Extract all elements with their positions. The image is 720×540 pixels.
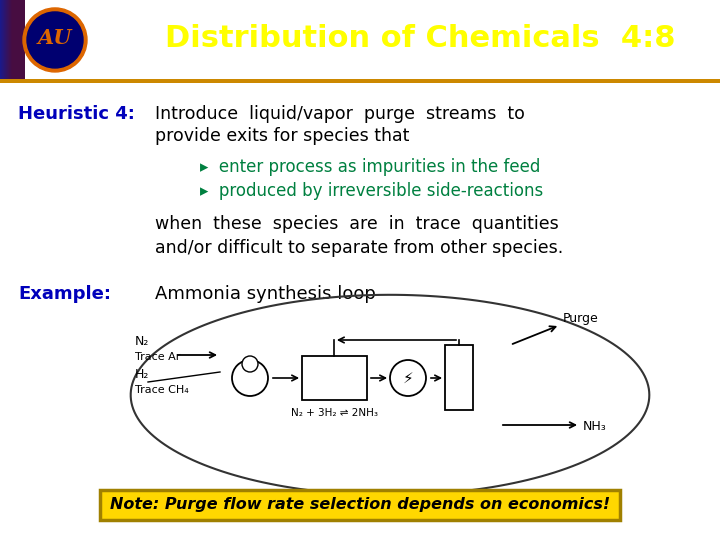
Bar bbox=[5, 0, 18, 80]
Bar bbox=[4, 0, 17, 80]
Bar bbox=[4, 0, 17, 80]
Bar bbox=[1, 0, 14, 80]
Bar bbox=[100, 490, 620, 520]
Bar bbox=[10, 0, 23, 80]
Text: Ammonia synthesis loop: Ammonia synthesis loop bbox=[155, 285, 376, 303]
Bar bbox=[11, 0, 24, 80]
Circle shape bbox=[23, 8, 87, 72]
Bar bbox=[9, 0, 22, 80]
Bar bbox=[6, 0, 19, 80]
Bar bbox=[5, 0, 18, 80]
Bar bbox=[1, 0, 14, 80]
Text: N₂: N₂ bbox=[135, 335, 149, 348]
Text: provide exits for species that: provide exits for species that bbox=[155, 127, 410, 145]
Bar bbox=[302, 356, 367, 400]
Bar bbox=[9, 0, 22, 80]
Bar bbox=[3, 0, 16, 80]
Bar bbox=[4, 0, 17, 80]
Circle shape bbox=[27, 12, 83, 68]
Bar bbox=[0, 0, 13, 80]
Text: ▸  produced by irreversible side-reactions: ▸ produced by irreversible side-reaction… bbox=[200, 182, 544, 200]
Circle shape bbox=[232, 360, 268, 396]
Bar bbox=[2, 0, 15, 80]
Bar bbox=[445, 345, 473, 410]
Bar bbox=[5, 0, 18, 80]
Bar bbox=[10, 0, 23, 80]
Text: Trace CH₄: Trace CH₄ bbox=[135, 385, 189, 395]
Bar bbox=[6, 0, 19, 80]
Bar bbox=[6, 0, 19, 80]
Bar bbox=[9, 0, 22, 80]
Bar bbox=[4, 0, 17, 80]
Bar bbox=[9, 0, 22, 80]
Bar bbox=[7, 0, 20, 80]
Text: NH₃: NH₃ bbox=[583, 420, 607, 433]
Bar bbox=[12, 0, 24, 80]
Bar bbox=[0, 0, 13, 80]
Bar bbox=[3, 0, 16, 80]
Bar bbox=[1, 0, 14, 80]
Bar bbox=[1, 0, 14, 80]
Bar bbox=[1, 0, 14, 80]
Bar bbox=[8, 0, 21, 80]
Text: ⚡: ⚡ bbox=[402, 370, 413, 386]
Bar bbox=[1, 0, 14, 80]
Bar bbox=[6, 0, 19, 80]
Bar bbox=[4, 0, 17, 80]
Text: AU: AU bbox=[37, 28, 72, 48]
Bar bbox=[11, 0, 24, 80]
Bar bbox=[6, 0, 19, 80]
Bar bbox=[6, 0, 19, 80]
Bar bbox=[8, 0, 21, 80]
Circle shape bbox=[242, 356, 258, 372]
Bar bbox=[10, 0, 23, 80]
Text: when  these  species  are  in  trace  quantities: when these species are in trace quantiti… bbox=[155, 215, 559, 233]
Bar bbox=[9, 0, 22, 80]
Bar bbox=[9, 0, 22, 80]
Bar bbox=[2, 0, 15, 80]
Text: Introduce  liquid/vapor  purge  streams  to: Introduce liquid/vapor purge streams to bbox=[155, 105, 525, 123]
Text: Note: Purge flow rate selection depends on economics!: Note: Purge flow rate selection depends … bbox=[110, 497, 610, 512]
Bar bbox=[3, 0, 16, 80]
Text: Purge: Purge bbox=[563, 312, 599, 325]
Text: N₂ + 3H₂ ⇌ 2NH₃: N₂ + 3H₂ ⇌ 2NH₃ bbox=[291, 408, 378, 418]
Text: Heuristic 4:: Heuristic 4: bbox=[18, 105, 135, 123]
Bar bbox=[8, 0, 21, 80]
Bar bbox=[9, 0, 22, 80]
Bar bbox=[1, 0, 15, 80]
Text: ▸  enter process as impurities in the feed: ▸ enter process as impurities in the fee… bbox=[200, 158, 541, 176]
Text: Distribution of Chemicals  4:8: Distribution of Chemicals 4:8 bbox=[165, 24, 675, 53]
Circle shape bbox=[390, 360, 426, 396]
Bar bbox=[4, 0, 17, 80]
Bar bbox=[12, 0, 24, 80]
Bar bbox=[12, 0, 24, 80]
Bar bbox=[0, 79, 720, 83]
Bar bbox=[3, 0, 16, 80]
Text: H₂: H₂ bbox=[135, 368, 149, 381]
Bar bbox=[7, 0, 20, 80]
Bar bbox=[8, 0, 21, 80]
Bar bbox=[10, 0, 23, 80]
Text: Trace Ar: Trace Ar bbox=[135, 352, 181, 362]
Text: Example:: Example: bbox=[18, 285, 111, 303]
Bar bbox=[7, 0, 20, 80]
Bar bbox=[6, 0, 19, 80]
Text: and/or difficult to separate from other species.: and/or difficult to separate from other … bbox=[155, 239, 563, 257]
Bar bbox=[2, 0, 15, 80]
Bar bbox=[4, 0, 17, 80]
Bar bbox=[6, 0, 20, 80]
Bar bbox=[1, 0, 14, 80]
Bar bbox=[12, 0, 24, 80]
Bar bbox=[11, 0, 24, 80]
